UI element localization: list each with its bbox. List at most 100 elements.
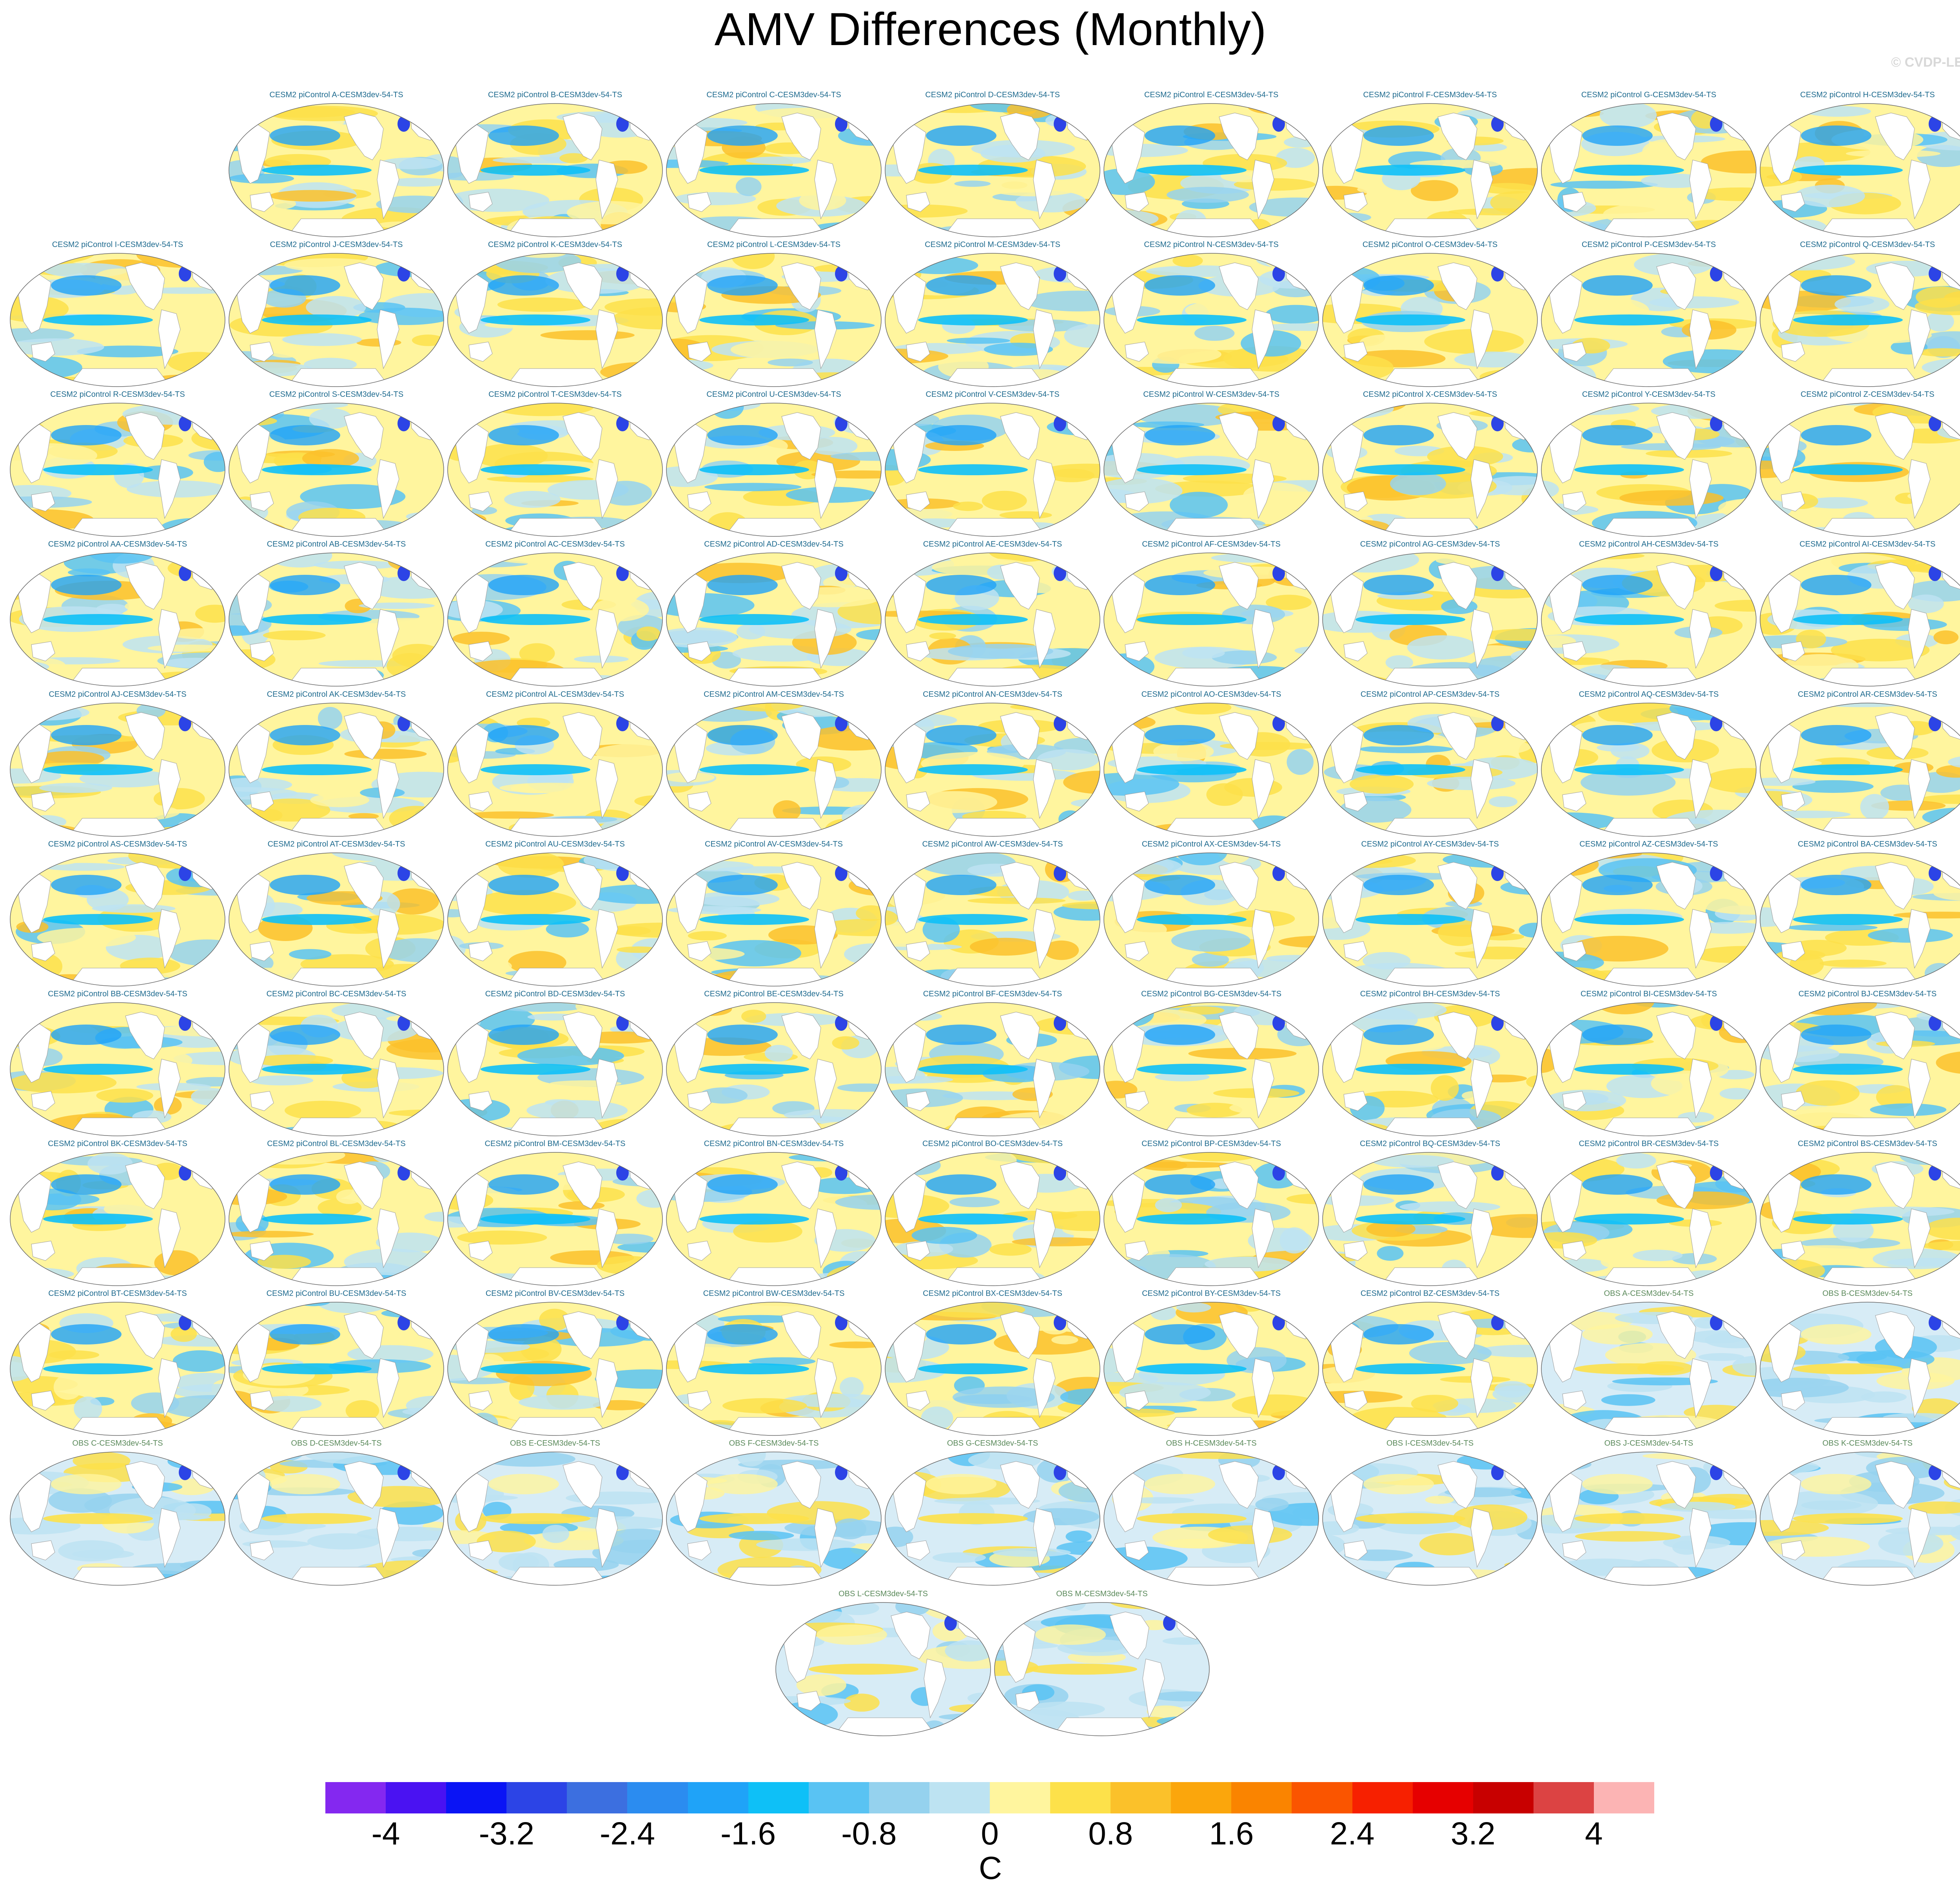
map-panel: CESM2 piControl AQ-CESM3dev-54-TS [1539,690,1759,839]
global-map [885,1002,1100,1136]
map-panel-title: CESM2 piControl N-CESM3dev-54-TS [1144,240,1279,249]
map-panel-title: CESM2 piControl U-CESM3dev-54-TS [706,390,841,399]
global-map [1103,1002,1319,1136]
figure-title: AMV Differences (Monthly) [714,4,1267,55]
global-map [1541,852,1757,987]
map-panel: CESM2 piControl BL-CESM3dev-54-TS [227,1139,446,1288]
map-panel-title: CESM2 piControl BB-CESM3dev-54-TS [48,990,187,998]
map-panel: CESM2 piControl AZ-CESM3dev-54-TS [1539,839,1759,988]
map-panel: CESM2 piControl BB-CESM3dev-54-TS [8,989,227,1138]
map-panel-title: CESM2 piControl E-CESM3dev-54-TS [1144,91,1279,99]
map-panel: CESM2 piControl M-CESM3dev-54-TS [883,240,1102,389]
map-panel-title: CESM2 piControl BI-CESM3dev-54-TS [1581,990,1717,998]
global-map [229,253,444,387]
global-map [10,1152,225,1286]
global-map [1541,1452,1757,1586]
map-panel-title: CESM2 piControl AK-CESM3dev-54-TS [267,690,406,699]
map-panel-title: CESM2 piControl D-CESM3dev-54-TS [925,91,1060,99]
map-panel: CESM2 piControl AN-CESM3dev-54-TS [883,690,1102,839]
map-panel-title: CESM2 piControl AF-CESM3dev-54-TS [1142,540,1281,549]
map-panel: CESM2 piControl BC-CESM3dev-54-TS [227,989,446,1138]
map-panel: OBS B-CESM3dev-54-TS [1758,1289,1960,1438]
map-panel-title: CESM2 piControl G-CESM3dev-54-TS [1581,91,1717,99]
map-panel: CESM2 piControl AU-CESM3dev-54-TS [445,839,665,988]
map-panel: CESM2 piControl R-CESM3dev-54-TS [8,390,227,539]
map-panel: CESM2 piControl AO-CESM3dev-54-TS [1102,690,1321,839]
colorbar-swatch [567,1782,628,1813]
map-panel-title: CESM2 piControl BZ-CESM3dev-54-TS [1360,1289,1500,1298]
map-panel: OBS C-CESM3dev-54-TS [8,1439,227,1588]
map-panel-title: CESM2 piControl V-CESM3dev-54-TS [926,390,1060,399]
global-map [447,552,663,687]
map-panel-title: CESM2 piControl O-CESM3dev-54-TS [1362,240,1498,249]
global-map [1322,403,1538,537]
map-panel-title: CESM2 piControl BK-CESM3dev-54-TS [48,1139,187,1148]
global-map [229,1152,444,1286]
global-map [1322,1002,1538,1136]
global-map [666,253,882,387]
map-panel-title: CESM2 piControl R-CESM3dev-54-TS [50,390,185,399]
map-panel: CESM2 piControl I-CESM3dev-54-TS [8,240,227,389]
map-panel: CESM2 piControl BU-CESM3dev-54-TS [227,1289,446,1438]
colorbar-swatch [1111,1782,1171,1813]
global-map [447,103,663,237]
map-panel: CESM2 piControl K-CESM3dev-54-TS [445,240,665,389]
global-map [1760,403,1960,537]
colorbar-swatch [1593,1782,1655,1813]
map-panel-title: OBS B-CESM3dev-54-TS [1822,1289,1913,1298]
map-panel: CESM2 piControl BM-CESM3dev-54-TS [445,1139,665,1288]
global-map [885,253,1100,387]
global-map [229,1452,444,1586]
map-panel-title: CESM2 piControl AE-CESM3dev-54-TS [923,540,1062,549]
map-panel: CESM2 piControl E-CESM3dev-54-TS [1102,90,1321,239]
map-panel-title: CESM2 piControl X-CESM3dev-54-TS [1363,390,1497,399]
global-map [447,253,663,387]
map-panel-title: CESM2 piControl L-CESM3dev-54-TS [707,240,841,249]
colorbar [325,1782,1655,1813]
map-panel: CESM2 piControl N-CESM3dev-54-TS [1102,240,1321,389]
colorbar-tick-label: 2.4 [1330,1816,1375,1851]
map-panel-title: CESM2 piControl J-CESM3dev-54-TS [270,240,403,249]
global-map [10,552,225,687]
map-panel-title: OBS K-CESM3dev-54-TS [1822,1439,1913,1448]
map-panel: CESM2 piControl O-CESM3dev-54-TS [1320,240,1540,389]
map-panel-title: OBS C-CESM3dev-54-TS [72,1439,163,1448]
global-map [1322,852,1538,987]
map-panel-title: CESM2 piControl AH-CESM3dev-54-TS [1579,540,1719,549]
colorbar-swatch [1352,1782,1413,1813]
map-panel-title: OBS E-CESM3dev-54-TS [510,1439,601,1448]
global-map [1541,403,1757,537]
map-panel-title: OBS A-CESM3dev-54-TS [1604,1289,1694,1298]
global-map [10,1002,225,1136]
map-panel: CESM2 piControl Z-CESM3dev-54-TS [1758,390,1960,539]
global-map [1103,703,1319,837]
map-panel: CESM2 piControl AY-CESM3dev-54-TS [1320,839,1540,988]
map-panel: OBS F-CESM3dev-54-TS [664,1439,884,1588]
global-map [1322,703,1538,837]
colorbar-swatch [990,1782,1051,1813]
map-panel: OBS K-CESM3dev-54-TS [1758,1439,1960,1588]
map-panel: CESM2 piControl Q-CESM3dev-54-TS [1758,240,1960,389]
global-map [1103,552,1319,687]
map-panel: CESM2 piControl AG-CESM3dev-54-TS [1320,540,1540,689]
colorbar-tick-label: 3.2 [1450,1816,1495,1851]
map-panel-title: CESM2 piControl C-CESM3dev-54-TS [706,91,841,99]
map-panel-title: CESM2 piControl AZ-CESM3dev-54-TS [1579,840,1718,848]
global-map [1760,253,1960,387]
map-panel: CESM2 piControl BD-CESM3dev-54-TS [445,989,665,1138]
colorbar-tick-label: 1.6 [1209,1816,1254,1851]
global-map [1103,1302,1319,1436]
map-panel-title: CESM2 piControl BD-CESM3dev-54-TS [485,990,625,998]
map-panel: OBS G-CESM3dev-54-TS [883,1439,1102,1588]
map-panel-title: CESM2 piControl BA-CESM3dev-54-TS [1798,840,1937,848]
colorbar-swatch [446,1782,507,1813]
colorbar-swatch [1292,1782,1353,1813]
colorbar-swatch [627,1782,688,1813]
map-panel-title: OBS H-CESM3dev-54-TS [1166,1439,1257,1448]
map-panel: CESM2 piControl BG-CESM3dev-54-TS [1102,989,1321,1138]
map-panel-title: CESM2 piControl AQ-CESM3dev-54-TS [1579,690,1719,699]
map-panel: CESM2 piControl BH-CESM3dev-54-TS [1320,989,1540,1138]
map-panel: CESM2 piControl BO-CESM3dev-54-TS [883,1139,1102,1288]
map-panel: OBS M-CESM3dev-54-TS [992,1589,1212,1738]
map-panel-title: CESM2 piControl AA-CESM3dev-54-TS [48,540,187,549]
